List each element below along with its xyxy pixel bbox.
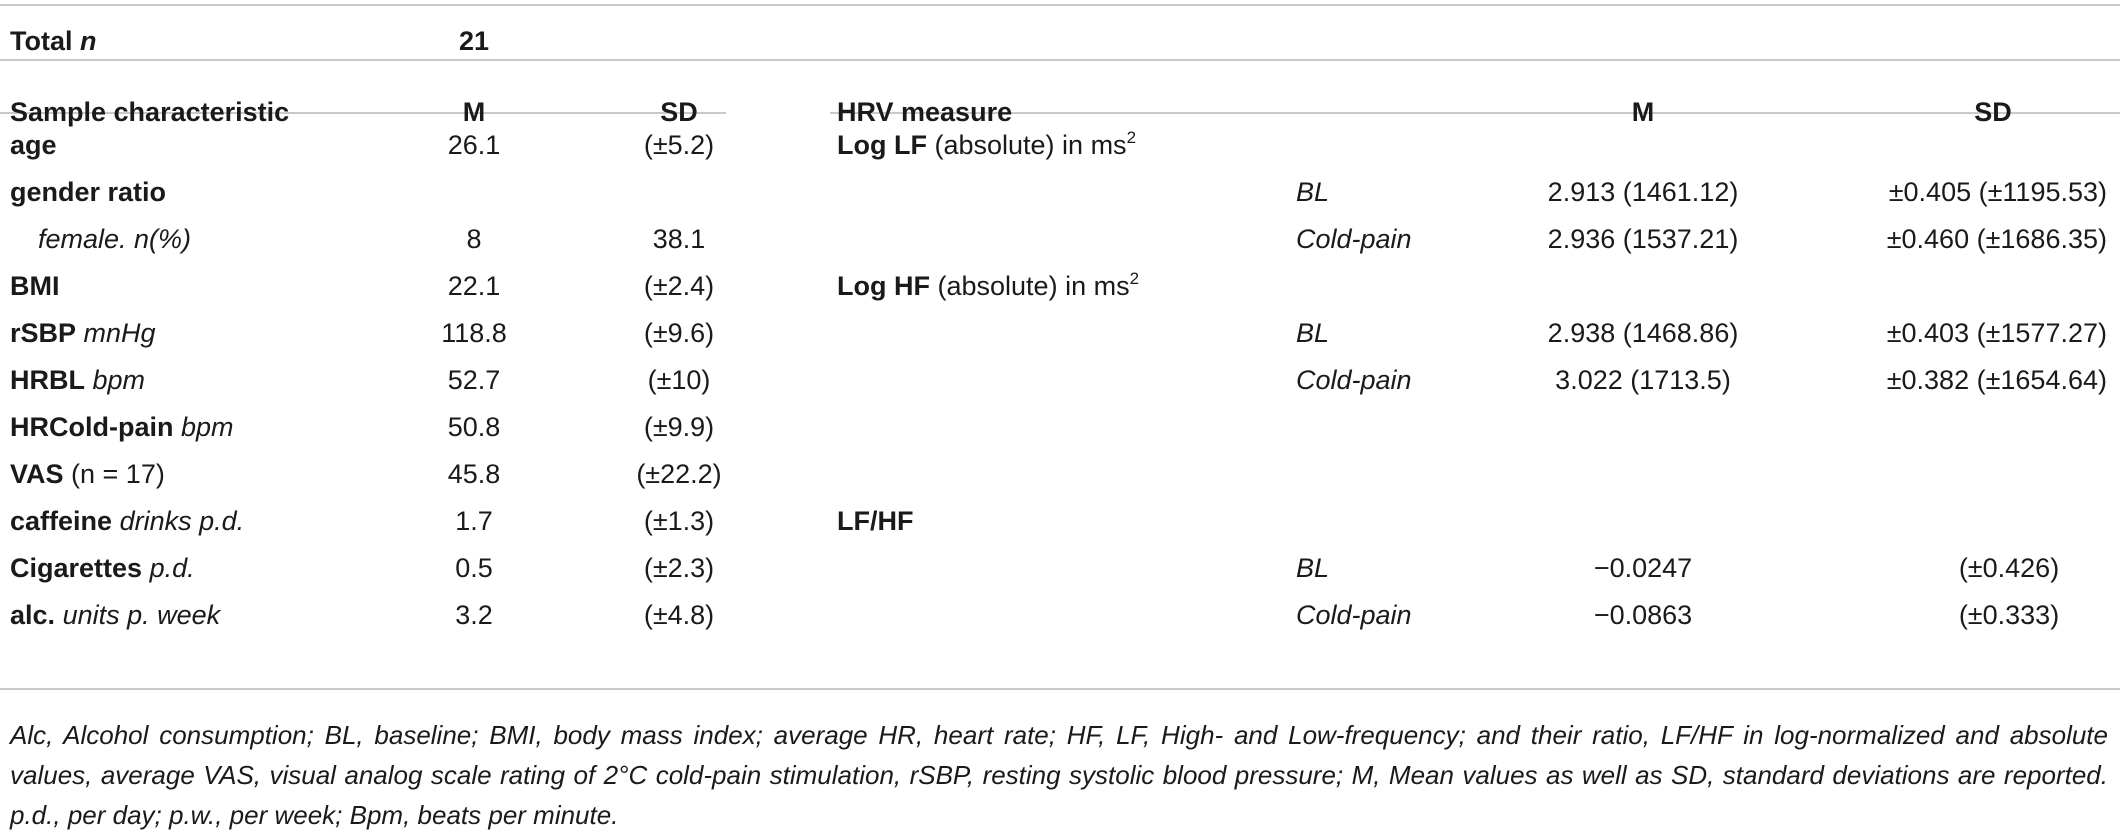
header-right-m: M [1631, 97, 1655, 127]
row-sd-value: (±2.4) [643, 271, 715, 301]
row-sd-value: (±4.8) [643, 600, 715, 630]
row-m-value: 3.2 [455, 600, 493, 630]
row-sd-value: (±9.6) [643, 318, 715, 348]
group-header-log-lf: Log LF (absolute) in ms2 [837, 128, 1137, 160]
header-left-sd: SD [660, 97, 698, 127]
row-sd-value: 38.1 [652, 224, 706, 254]
table-row: HRBL bpm [10, 365, 146, 395]
table-row: age [10, 130, 57, 160]
total-value: 21 [458, 26, 490, 56]
header-hrv-measure: HRV measure [837, 97, 1013, 127]
hrv-sd-value: (±0.333) [1958, 600, 2060, 630]
table-row: rSBP mnHg [10, 318, 156, 348]
table-row: VAS (n = 17) [10, 459, 165, 489]
row-m-value: 0.5 [455, 553, 493, 583]
table-row: BMI [10, 271, 60, 301]
condition-label: BL [1296, 318, 1330, 348]
table-footnote: Alc, Alcohol consumption; BL, baseline; … [10, 720, 2108, 830]
condition-label: Cold-pain [1296, 600, 1412, 630]
bottom-rule [0, 688, 2120, 690]
table-row: Cigarettes p.d. [10, 553, 195, 583]
hrv-m-value: −0.0247 [1593, 553, 1693, 583]
row-sd-value: (±9.9) [643, 412, 715, 442]
row-m-value: 8 [466, 224, 482, 254]
condition-label: BL [1296, 177, 1330, 207]
row-sd-value: (±5.2) [643, 130, 715, 160]
total-label: Total n [10, 26, 97, 56]
group-header-log-hf: Log HF (absolute) in ms2 [837, 269, 1140, 301]
right-header-rule [830, 112, 2120, 114]
row-m-value: 52.7 [447, 365, 501, 395]
hrv-m-value: 3.022 (1713.5) [1555, 365, 1731, 395]
row-m-value: 26.1 [447, 130, 501, 160]
row-sd-value: (±22.2) [636, 459, 722, 489]
total-rule [0, 59, 2120, 61]
table-row: gender ratio [10, 177, 167, 207]
hrv-m-value: 2.938 (1468.86) [1547, 318, 1739, 348]
row-m-value: 45.8 [447, 459, 501, 489]
header-left-m: M [462, 97, 486, 127]
row-sd-value: (±1.3) [643, 506, 715, 536]
header-right-sd: SD [1974, 97, 2012, 127]
row-sd-value: (±2.3) [643, 553, 715, 583]
hrv-sd-value: ±0.460 (±1686.35) [1886, 224, 2107, 254]
group-header-lf-hf: LF/HF [837, 506, 914, 536]
hrv-m-value: −0.0863 [1593, 600, 1693, 630]
row-m-value: 118.8 [441, 318, 507, 348]
table-row: HRCold-pain bpm [10, 412, 234, 442]
hrv-sd-value: ±0.403 (±1577.27) [1886, 318, 2107, 348]
table-row: alc. units p. week [10, 600, 221, 630]
row-sd-value: (±10) [647, 365, 711, 395]
left-header-rule [0, 112, 726, 114]
condition-label: Cold-pain [1296, 224, 1412, 254]
top-rule [0, 4, 2120, 6]
row-m-value: 22.1 [447, 271, 501, 301]
hrv-sd-value: ±0.405 (±1195.53) [1888, 177, 2107, 207]
hrv-m-value: 2.936 (1537.21) [1547, 224, 1739, 254]
row-m-value: 1.7 [455, 506, 493, 536]
hrv-sd-value: ±0.382 (±1654.64) [1886, 365, 2107, 395]
hrv-m-value: 2.913 (1461.12) [1547, 177, 1739, 207]
header-sample-characteristic: Sample characteristic [10, 97, 290, 127]
table-row: caffeine drinks p.d. [10, 506, 245, 536]
row-m-value: 50.8 [447, 412, 501, 442]
condition-label: BL [1296, 553, 1330, 583]
condition-label: Cold-pain [1296, 365, 1412, 395]
hrv-sd-value: (±0.426) [1958, 553, 2060, 583]
table-row: female. n(%) [38, 224, 192, 254]
